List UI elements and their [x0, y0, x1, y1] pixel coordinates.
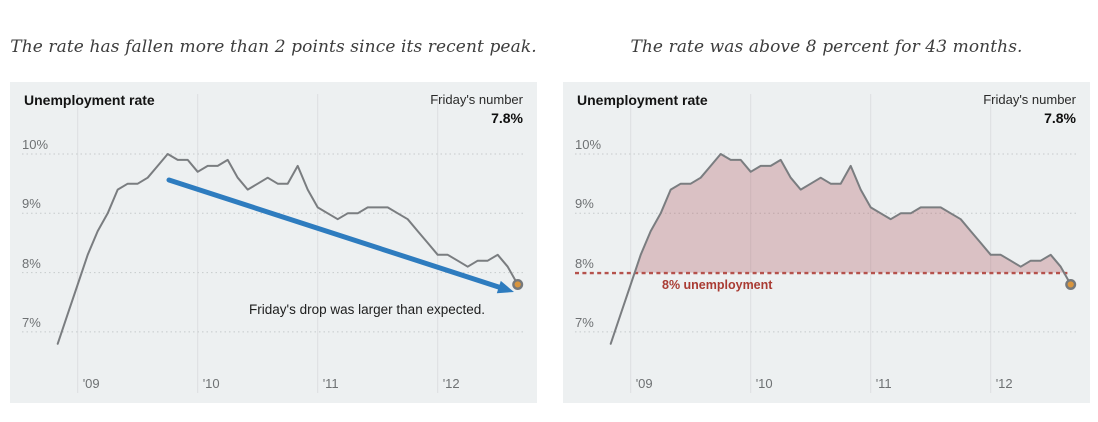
x-axis-label: '09 — [82, 376, 100, 391]
y-axis-label: 10% — [575, 137, 602, 152]
chart-area: Unemployment rate Friday's number 7.8% 8… — [563, 82, 1090, 403]
x-axis-label: '09 — [635, 376, 653, 391]
chart-title: The rate has fallen more than 2 points s… — [10, 37, 537, 57]
series-line — [609, 153, 1072, 345]
kicker-label: Friday's number — [430, 92, 523, 107]
y-axis-label: 8% — [575, 255, 594, 271]
figure: The rate has fallen more than 2 points s… — [10, 36, 1090, 403]
y-axis-label: 7% — [22, 314, 41, 330]
series-line — [56, 153, 519, 345]
end-dot — [512, 278, 524, 290]
x-axis-label: '12 — [442, 376, 460, 391]
kicker-label: Friday's number — [983, 92, 1076, 107]
x-axis-label: '12 — [995, 376, 1013, 391]
x-axis-label: '10 — [755, 376, 773, 391]
kicker-value: 7.8% — [1044, 110, 1076, 126]
x-axis-label: '10 — [202, 376, 220, 391]
chart-label: Unemployment rate — [577, 92, 708, 108]
x-axis-label: '11 — [875, 376, 892, 391]
kicker-value: 7.8% — [491, 110, 523, 126]
y-axis-label: 9% — [22, 196, 41, 212]
y-axis-label: 8% — [22, 255, 41, 271]
annotation-text: Friday's drop was larger than expected. — [249, 302, 485, 317]
kicker: Friday's number 7.8% — [430, 92, 523, 126]
threshold-label: 8% unemployment — [662, 278, 773, 292]
kicker: Friday's number 7.8% — [983, 92, 1076, 126]
trend-arrow-head — [496, 280, 514, 294]
line-chart-svg — [22, 94, 526, 393]
y-axis-label: 9% — [575, 196, 594, 212]
y-axis-label: 10% — [22, 137, 49, 152]
chart-panel-right: The rate was above 8 percent for 43 mont… — [563, 36, 1090, 403]
line-chart-svg — [575, 94, 1079, 393]
area-fill — [634, 154, 1064, 273]
y-axis-label: 7% — [575, 314, 594, 330]
chart-label: Unemployment rate — [24, 92, 155, 108]
chart-title: The rate was above 8 percent for 43 mont… — [630, 37, 1023, 57]
end-dot — [1065, 278, 1077, 290]
trend-arrow-shaft — [166, 177, 505, 291]
chart-area: Unemployment rate Friday's number 7.8% F… — [10, 82, 537, 403]
x-axis-label: '11 — [322, 376, 339, 391]
chart-panel-left: The rate has fallen more than 2 points s… — [10, 36, 537, 403]
